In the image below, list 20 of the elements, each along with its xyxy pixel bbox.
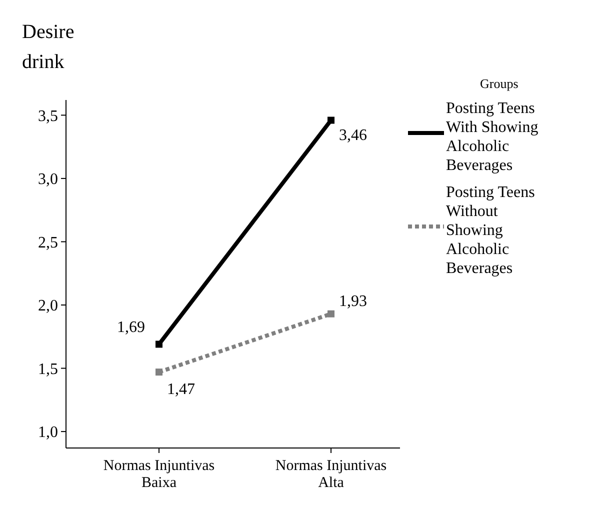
y-tick-label: 1,0 bbox=[38, 424, 58, 442]
data-label: 1,93 bbox=[339, 292, 367, 310]
x-tick-label: Normas Injuntivas Baixa bbox=[103, 458, 215, 491]
x-tick-label: Normas Injuntivas Alta bbox=[275, 458, 387, 491]
y-tick-label: 1,5 bbox=[38, 360, 58, 378]
legend-title: Groups bbox=[480, 76, 518, 91]
y-tick-label: 3,5 bbox=[38, 108, 58, 125]
y-axis-title: Desire drink bbox=[22, 21, 74, 73]
y-tick-label: 2,5 bbox=[38, 234, 58, 252]
point bbox=[156, 368, 162, 376]
point bbox=[156, 340, 162, 348]
data-label: 1,69 bbox=[117, 319, 145, 336]
data-label: 3,46 bbox=[339, 127, 367, 144]
legend-label: Posting Teens With Showing Alcoholic Beverages bbox=[446, 100, 538, 174]
data-label: 1,47 bbox=[167, 381, 195, 398]
y-tick-label: 2,0 bbox=[38, 298, 58, 315]
point bbox=[328, 116, 334, 124]
y-tick-label: 3,0 bbox=[38, 171, 58, 188]
legend-label: Posting Teens Without Showing Alcoholic Beverages bbox=[446, 184, 535, 277]
point bbox=[328, 310, 334, 318]
